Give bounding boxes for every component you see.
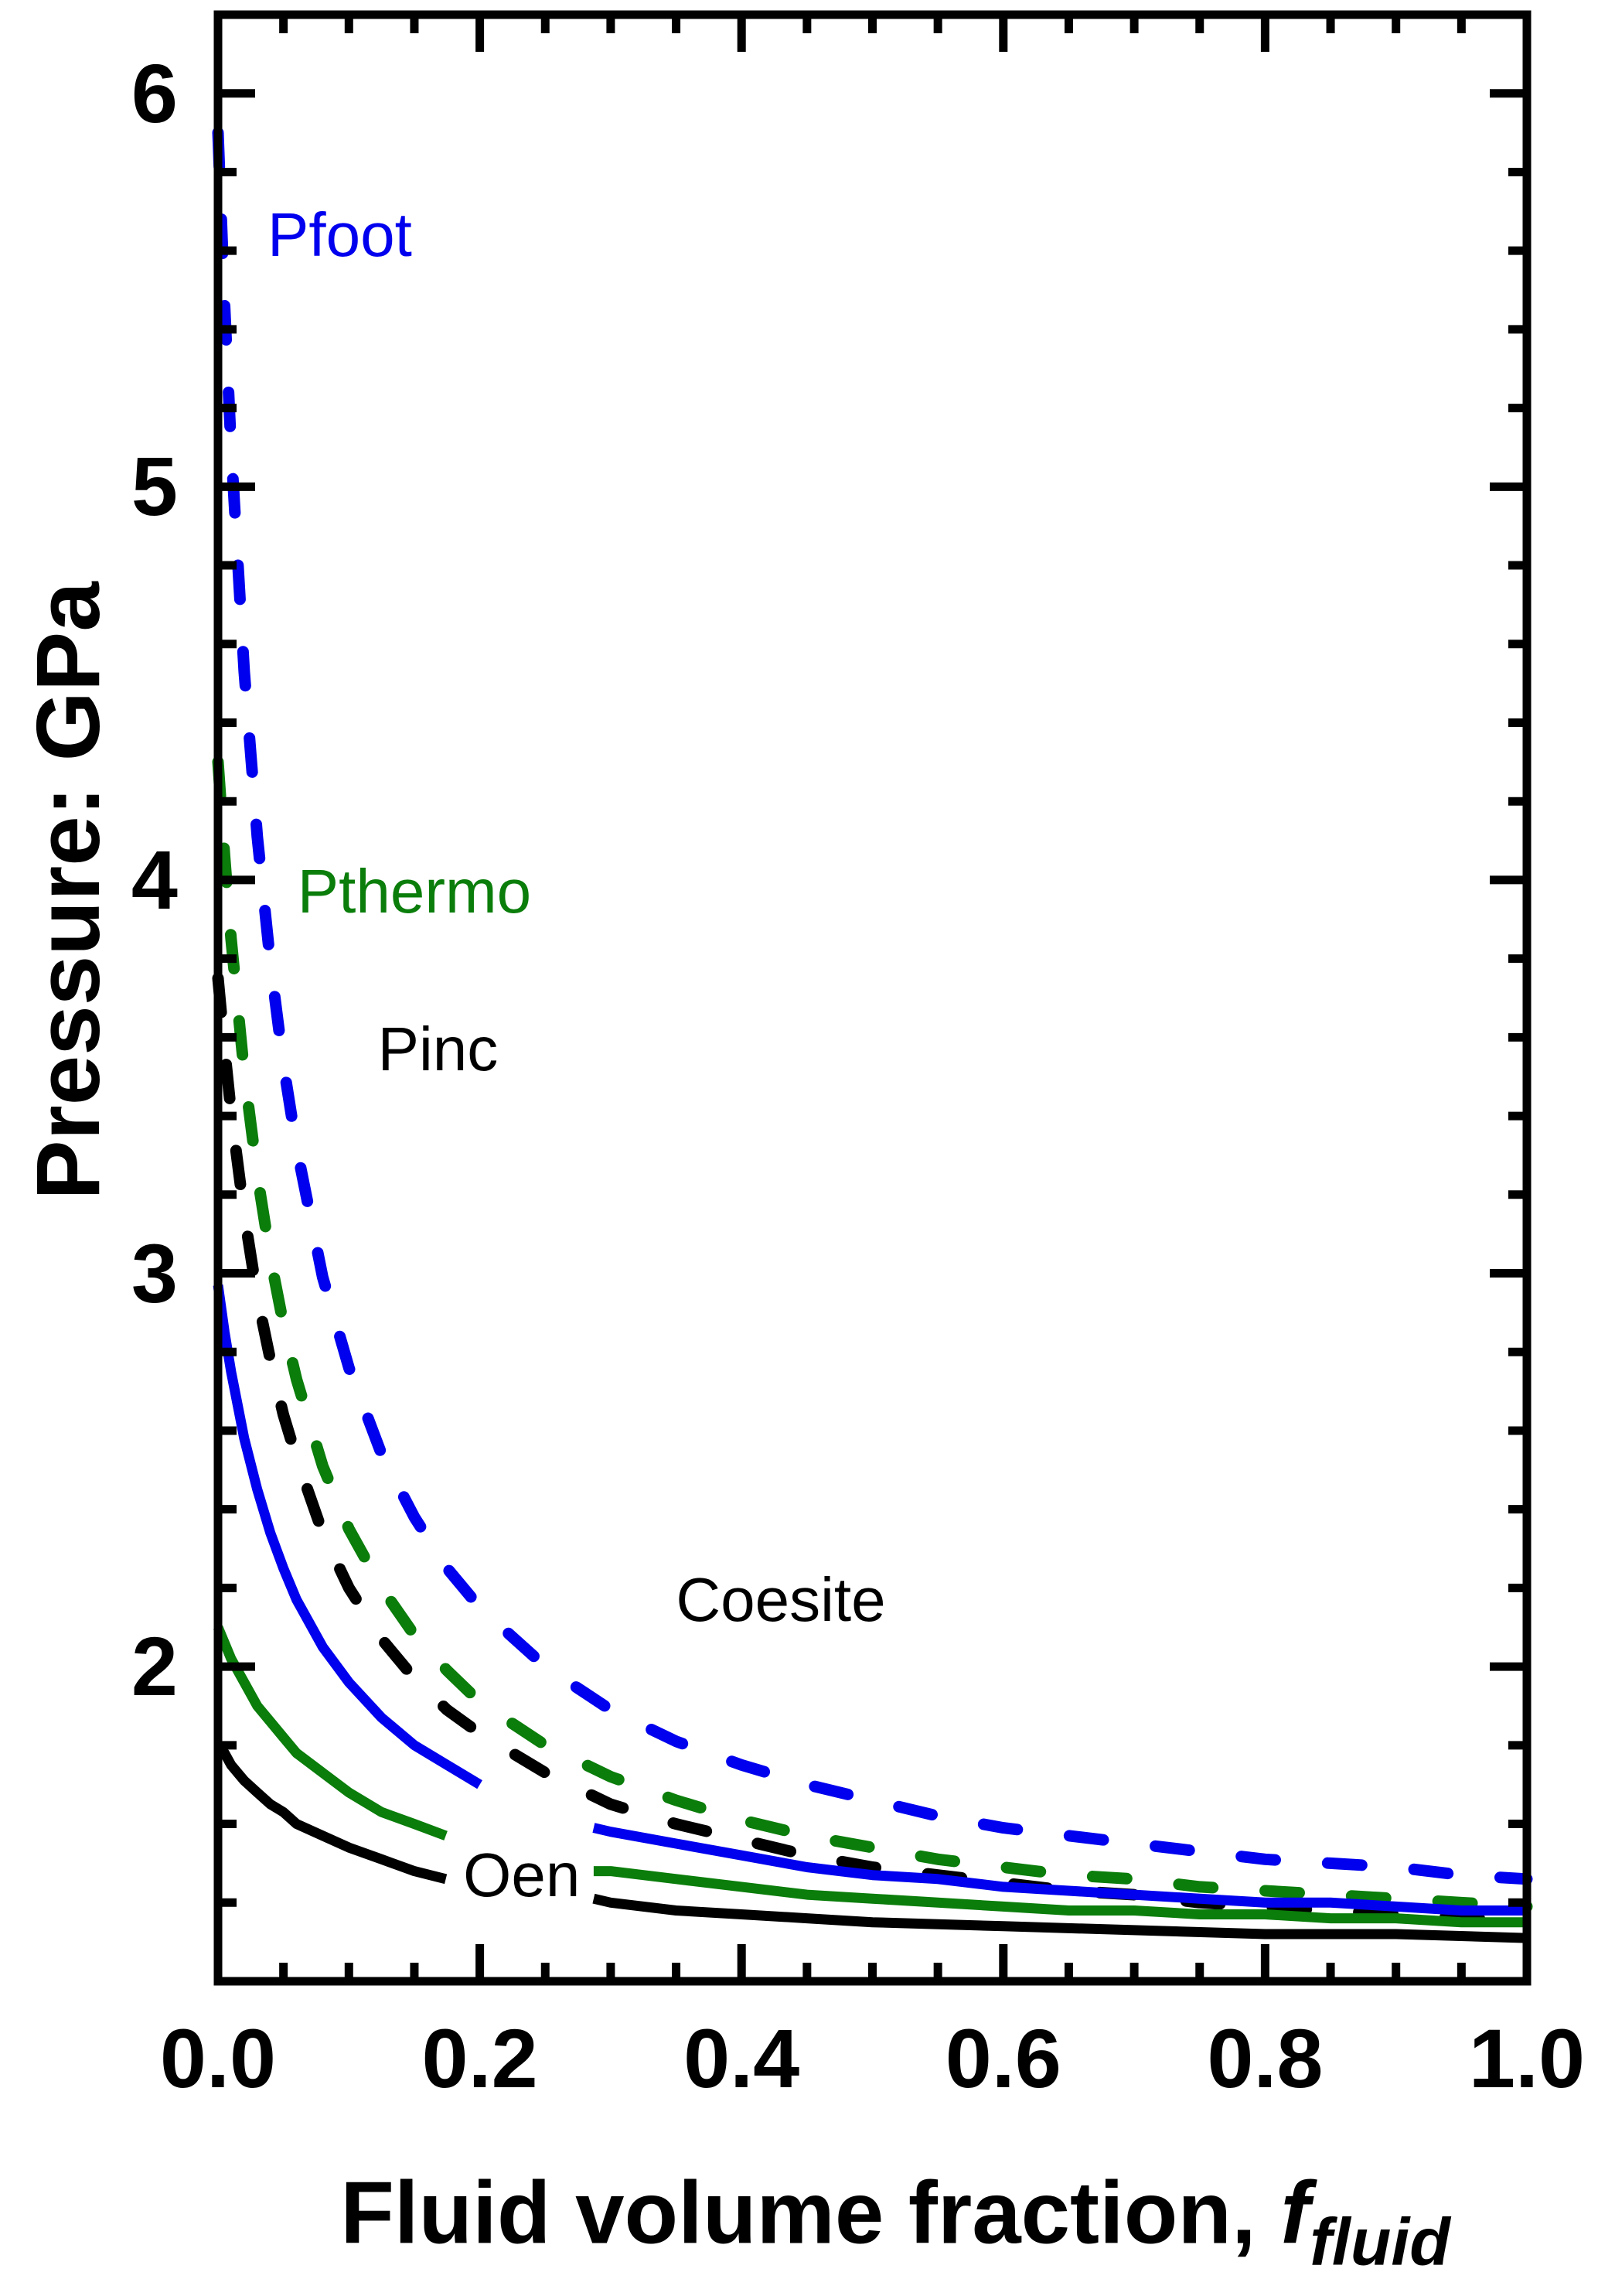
curve-pthermo-oen-solid--seg1: [213, 1625, 448, 1841]
curve-pinc-oen-solid--seg1: [214, 1742, 448, 1885]
x-tick-label-0.4: 0.4: [683, 2011, 800, 2105]
x-axis-title-subscript: fluid: [1310, 2205, 1450, 2280]
curve-label-pthermo: Pthermo: [297, 857, 532, 926]
curve-pinc-coesite-dashed--seg1: [212, 972, 1533, 1925]
curve-label-pinc: Pinc: [377, 1014, 499, 1083]
curve-pthermo-coesite-dashed--seg1: [212, 756, 1533, 1912]
x-tick-label-1.0: 1.0: [1468, 2011, 1586, 2105]
plot-frame: [213, 10, 1532, 1986]
x-axis-title-variable: f: [1280, 2164, 1310, 2263]
x-axis-title: Fluid volume fraction, ffluid: [340, 2163, 1450, 2280]
y-tick-label-4: 4: [131, 832, 178, 926]
curve-pfoot-oen-solid--seg1: [213, 1284, 482, 1789]
x-tick-label-0.2: 0.2: [421, 2011, 538, 2105]
x-tick-label-0.8: 0.8: [1207, 2011, 1324, 2105]
curve-label-pfoot: Pfoot: [267, 200, 412, 269]
y-tick-label-6: 6: [131, 46, 178, 140]
y-tick-label-2: 2: [131, 1619, 178, 1714]
y-tick-label-3: 3: [131, 1226, 178, 1320]
curve-pfoot-oen-solid--seg2: [592, 1823, 1527, 1916]
curve-pfoot-coesite-dashed--seg1: [212, 127, 1533, 1885]
x-tick-label-0.6: 0.6: [945, 2011, 1061, 2105]
x-axis-title-text: Fluid volume fraction,: [340, 2164, 1281, 2263]
x-tick-label-0.0: 0.0: [159, 2011, 277, 2105]
curve-label-coesite: Coesite: [676, 1564, 886, 1634]
y-tick-label-5: 5: [131, 439, 178, 534]
curve-label-oen: Oen: [463, 1840, 581, 1909]
curve-pinc-oen-solid--seg2: [592, 1893, 1528, 1943]
curve-pthermo-oen-solid--seg2: [593, 1866, 1527, 1928]
